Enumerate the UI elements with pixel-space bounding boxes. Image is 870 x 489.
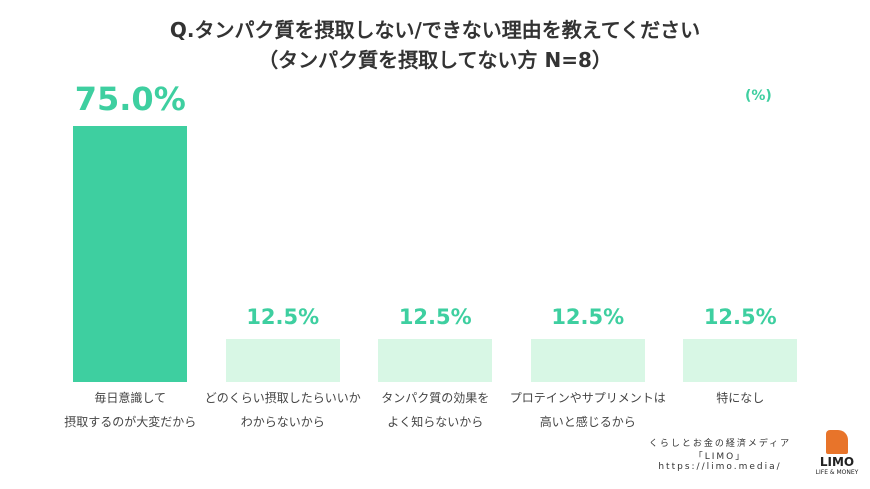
logo-icon <box>826 430 848 454</box>
bar <box>683 339 798 382</box>
x-tick-label: 毎日意識して 摂取するのが大変だから <box>64 391 197 429</box>
bar <box>73 126 188 382</box>
logo-sub: LIFE & MONEY <box>815 469 859 476</box>
bar <box>225 339 340 382</box>
bar <box>530 339 645 382</box>
value-label: 12.5% <box>551 305 625 330</box>
unit-label: (%) <box>745 88 772 104</box>
bar <box>378 339 493 382</box>
x-tick-label: 特になし <box>716 391 765 405</box>
x-tick-label: どのくらい摂取したらいいか わからないから <box>204 391 361 429</box>
footer-url: https://limo.media/ <box>658 462 782 472</box>
footer-tagline: くらしとお金の経済メディア <box>648 439 792 449</box>
value-label: 75.0% <box>74 80 186 118</box>
chart-subtitle: （タンパク質を摂取してない方 N=8） <box>258 48 612 72</box>
value-label: 12.5% <box>398 305 472 330</box>
x-tick-label: タンパク質の効果を よく知らないから <box>381 391 490 429</box>
x-tick-label: プロテインやサプリメントは 高いと感じるから <box>509 391 666 429</box>
logo: LIMO <box>819 455 855 469</box>
chart-title: Q.タンパク質を摂取しない/できない理由を教えてください <box>169 18 701 42</box>
value-label: 12.5% <box>246 305 320 330</box>
value-label: 12.5% <box>703 305 777 330</box>
footer-brand: 「LIMO」 <box>693 452 747 462</box>
